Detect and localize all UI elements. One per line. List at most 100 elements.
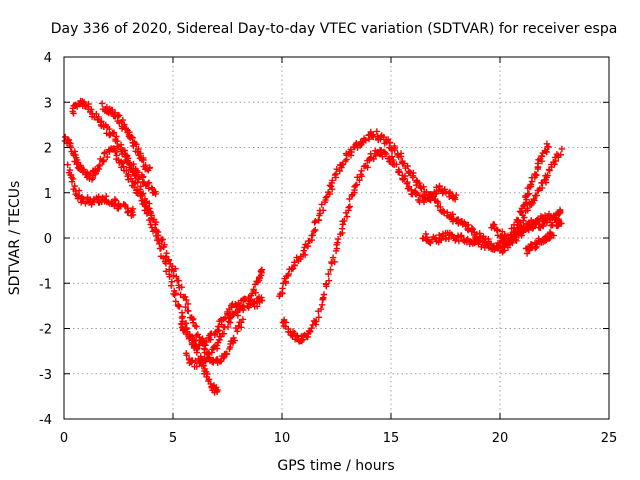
data-point	[433, 184, 440, 191]
data-point	[339, 161, 347, 168]
data-point	[451, 196, 459, 203]
series-arc-5	[177, 266, 266, 350]
data-point	[501, 231, 508, 239]
data-point	[176, 303, 183, 310]
x-tick-label: 15	[383, 431, 400, 446]
data-point	[178, 284, 185, 291]
data-point	[393, 161, 400, 168]
data-point	[132, 140, 140, 148]
data-point	[109, 130, 116, 137]
data-point	[306, 328, 314, 335]
data-point	[68, 178, 76, 185]
data-point	[498, 235, 506, 242]
data-point	[308, 325, 315, 332]
data-point	[123, 167, 130, 174]
data-point	[458, 232, 465, 239]
data-point	[291, 262, 298, 269]
x-tick-label: 20	[492, 431, 509, 446]
data-point	[255, 277, 263, 284]
data-point	[152, 221, 159, 228]
data-point	[183, 350, 190, 357]
data-point	[533, 192, 540, 199]
data-point	[203, 355, 211, 363]
data-point	[352, 182, 359, 189]
data-point	[160, 243, 168, 251]
series-arc-3	[64, 161, 137, 219]
y-axis-label: SDTVAR / TECUs	[7, 181, 23, 296]
data-point	[285, 325, 292, 333]
data-point	[507, 238, 515, 245]
data-point	[551, 161, 558, 168]
data-point	[100, 156, 107, 164]
series-arc-4	[98, 100, 153, 174]
series-arc-12	[522, 229, 557, 257]
data-point	[258, 266, 266, 273]
y-tick-label: 0	[44, 232, 52, 247]
data-point	[96, 161, 104, 169]
data-point	[173, 273, 180, 280]
data-point	[379, 153, 386, 160]
data-point	[139, 190, 147, 197]
data-point	[112, 148, 119, 156]
data-point	[312, 217, 319, 225]
data-point	[530, 196, 537, 203]
data-point	[331, 258, 338, 266]
data-point	[184, 300, 192, 308]
data-point	[220, 354, 227, 362]
data-point	[434, 199, 442, 207]
data-point	[510, 221, 518, 228]
data-point	[524, 207, 531, 214]
data-point	[436, 182, 443, 190]
data-point	[478, 243, 485, 250]
data-point	[543, 140, 551, 147]
data-point	[325, 270, 332, 278]
data-point	[247, 292, 255, 299]
data-point	[242, 295, 249, 303]
data-point	[313, 318, 320, 325]
data-points	[61, 97, 566, 396]
data-point	[145, 179, 153, 186]
data-point	[257, 267, 265, 275]
data-point	[134, 169, 141, 176]
data-point	[436, 231, 443, 239]
data-point	[166, 273, 173, 280]
data-point	[208, 349, 215, 356]
data-point	[192, 357, 199, 364]
data-point	[420, 183, 427, 190]
data-point	[129, 211, 137, 219]
data-point	[535, 224, 542, 231]
data-point	[208, 330, 215, 337]
data-point	[427, 239, 434, 247]
data-point	[317, 305, 325, 313]
data-point	[558, 220, 565, 227]
data-point	[215, 323, 222, 330]
data-point	[114, 137, 121, 145]
data-point	[423, 188, 430, 196]
data-point	[293, 254, 300, 261]
data-point	[332, 170, 340, 177]
data-point	[101, 150, 108, 157]
data-point	[401, 175, 408, 182]
y-tick-labels: -4 -3 -2 -1 0 1 2 3 4	[39, 51, 52, 428]
data-point	[520, 202, 527, 210]
data-point	[322, 194, 330, 201]
data-point	[320, 291, 328, 298]
data-point	[179, 325, 187, 332]
data-point	[67, 142, 74, 150]
data-point	[182, 293, 189, 301]
data-point	[315, 314, 322, 321]
data-point	[224, 323, 232, 331]
data-point	[239, 316, 247, 323]
data-point	[409, 172, 417, 179]
data-point	[110, 129, 118, 136]
data-point	[310, 228, 318, 235]
x-tick-label: 5	[169, 431, 177, 446]
data-point	[484, 241, 492, 248]
data-point	[336, 167, 343, 175]
data-point	[71, 182, 78, 190]
data-point	[358, 167, 365, 174]
data-point	[437, 203, 444, 211]
x-tick-label: 10	[274, 431, 291, 446]
data-point	[326, 190, 333, 198]
data-point	[183, 296, 190, 304]
